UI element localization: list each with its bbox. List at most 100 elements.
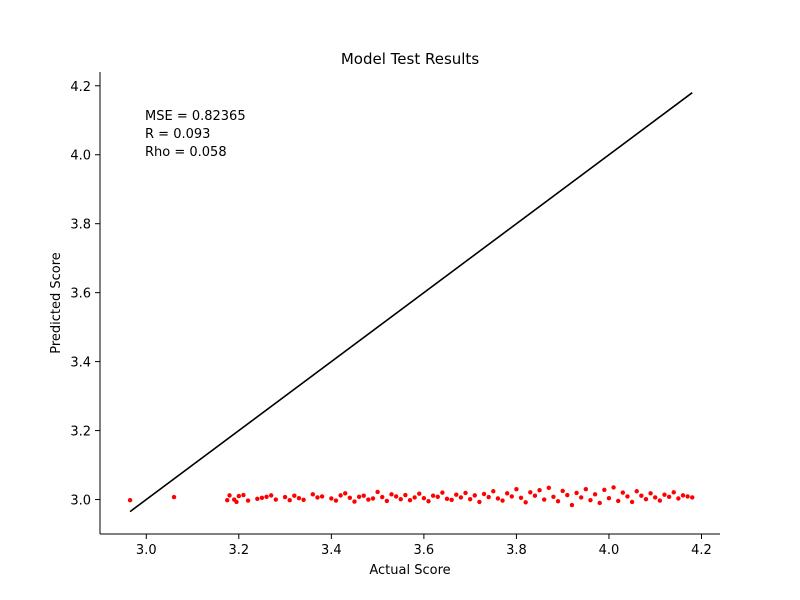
data-point [225,498,230,503]
data-point [671,490,676,495]
x-tick-label: 3.8 [506,543,527,558]
data-point [287,498,292,503]
data-point [491,489,496,494]
data-point [602,487,607,493]
data-point [301,497,306,503]
chart-title: Model Test Results [341,50,479,68]
data-point [352,499,357,504]
data-point [426,499,431,504]
data-point [518,495,524,500]
data-point [634,489,639,494]
data-point [509,494,514,499]
data-point [389,492,394,497]
data-point [273,497,279,502]
data-point [653,495,658,500]
data-point [528,490,533,495]
stat-annotation: Rho = 0.058 [145,145,227,160]
data-point [171,494,177,500]
data-point [495,496,501,501]
x-ticks: 3.0 3.2 3.4 3.6 3.8 4.0 4.2 [136,534,712,558]
data-point [315,495,320,500]
data-point [523,500,528,505]
data-point [620,490,626,495]
data-point [597,500,602,506]
data-point [430,493,436,498]
x-tick-label: 4.0 [599,543,620,558]
data-point [662,492,667,497]
y-tick-label: 3.2 [70,425,91,440]
data-point [292,493,297,498]
data-point [319,494,325,499]
x-tick-label: 3.4 [321,543,342,558]
data-point [333,498,339,503]
data-point [347,495,353,500]
data-point [245,498,251,503]
data-point [690,495,695,500]
data-point [440,490,445,495]
data-point [370,496,376,501]
y-tick-label: 3.4 [70,356,91,371]
data-point [407,498,413,503]
data-point [569,502,575,508]
data-point [477,499,482,505]
data-point [234,499,239,505]
data-point [504,491,510,496]
data-point [666,494,672,499]
data-point [361,493,366,498]
data-point [514,486,519,492]
data-point [676,496,681,501]
data-point [380,494,385,500]
y-tick-label: 4.2 [70,80,91,95]
data-point [366,497,371,502]
x-axis-label: Actual Score [369,563,450,578]
y-tick-label: 4.0 [70,149,91,164]
data-point [356,494,362,499]
data-point [481,491,487,497]
y-tick-label: 3.0 [70,494,91,509]
data-point [648,491,653,496]
data-point [532,493,538,498]
data-point [643,496,649,502]
data-point [551,494,556,499]
data-point [255,496,260,502]
data-point [241,492,246,498]
data-point [338,493,343,498]
data-point [639,493,644,498]
data-point [393,494,399,499]
data-point [268,493,274,498]
data-point [467,496,473,502]
data-point [412,495,417,500]
data-point [574,490,579,496]
data-point [560,488,565,494]
data-point [398,496,403,502]
data-point [472,493,477,498]
data-point [259,495,265,500]
data-point [500,498,505,503]
data-point [329,496,334,501]
x-tick-label: 4.2 [691,543,712,558]
data-point [546,485,552,490]
data-point [310,492,316,497]
y-tick-label: 3.6 [70,287,91,302]
plot-area [127,92,695,513]
y-axis-label: Predicted Score [49,252,64,354]
data-point [384,498,390,504]
data-point [680,493,686,498]
stat-annotation: R = 0.093 [145,127,210,142]
y-ticks: 3.0 3.2 3.4 3.6 3.8 4.0 4.2 [70,80,100,509]
data-point [555,499,561,504]
data-point [417,491,422,496]
data-point [435,494,440,499]
x-tick-label: 3.0 [136,543,157,558]
y-tick-label: 3.8 [70,218,91,233]
data-point [264,494,269,499]
identity-line [129,92,693,513]
data-point [463,490,468,496]
data-point [611,485,616,490]
stat-annotation: MSE = 0.82365 [145,109,246,124]
data-point [403,492,408,498]
data-point [296,495,302,501]
data-point [458,495,464,500]
x-tick-label: 3.6 [414,543,435,558]
